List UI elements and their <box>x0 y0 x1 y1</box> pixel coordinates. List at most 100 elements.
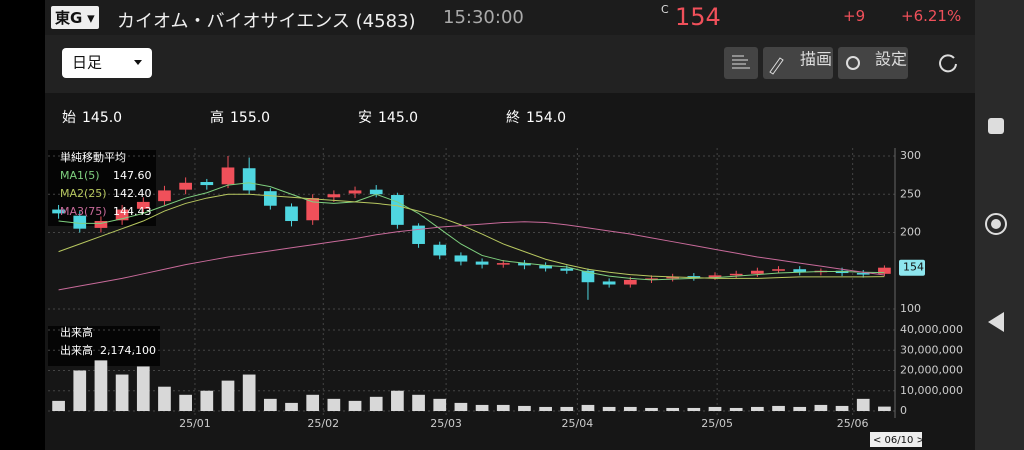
candle-body <box>878 267 891 274</box>
candle-body <box>200 182 214 186</box>
refresh-button[interactable] <box>939 54 957 73</box>
volume-bar <box>687 407 701 411</box>
date-tag-box <box>870 432 922 447</box>
volume-legend-label: 出来高 <box>60 343 93 357</box>
candle-body <box>73 215 87 229</box>
candle-body <box>454 255 468 262</box>
volume-bar <box>412 394 425 411</box>
back-button[interactable] <box>988 312 1004 332</box>
candle-body <box>560 268 574 271</box>
volume-bar <box>306 394 320 411</box>
settings-label: 設定 <box>875 50 907 69</box>
candle-body <box>263 191 277 206</box>
indicator-icon <box>732 55 750 69</box>
candle-body <box>158 190 171 202</box>
volume-bar <box>221 380 235 411</box>
draw-button[interactable] <box>763 47 833 79</box>
volume-bar <box>623 406 637 411</box>
volume-bar <box>200 390 214 411</box>
x-tick-label: 25/03 <box>430 417 462 430</box>
candle-body <box>602 281 616 285</box>
volume-bar <box>158 386 171 411</box>
volume-bar <box>369 396 383 411</box>
change: +9 <box>843 7 866 25</box>
volume-bar <box>645 407 658 411</box>
volume-bar <box>496 404 510 411</box>
volume-bar <box>560 406 574 411</box>
pencil-icon <box>769 57 784 75</box>
ohlc-label: 終 <box>506 110 520 126</box>
draw-label: 描画 <box>800 50 832 69</box>
volume-bar <box>327 398 341 411</box>
volume-bar <box>136 366 150 411</box>
home-button[interactable] <box>985 213 1007 235</box>
candle-body <box>327 194 341 198</box>
candle-body <box>475 261 489 265</box>
market-select[interactable]: 東G ▾ <box>51 6 99 29</box>
candle-body <box>179 182 192 190</box>
volume-bar <box>708 406 722 411</box>
candle-body <box>369 189 383 195</box>
volume-bar <box>878 406 891 411</box>
candle-body <box>518 263 531 266</box>
volume-tick-label: 20,000,000 <box>900 364 963 377</box>
candle-body <box>412 225 425 244</box>
volume-bar <box>814 404 828 411</box>
candle-body <box>772 269 785 271</box>
volume-bar <box>539 406 552 411</box>
change-pct: +6.21% <box>901 7 962 25</box>
candle-body <box>645 278 658 280</box>
header: 東G ▾ カイオム・バイオサイエンス (4583) 15:30:00 C 154… <box>45 0 975 35</box>
x-tick-label: 25/01 <box>179 417 211 430</box>
candle-body <box>52 209 65 214</box>
ma-legend-title: 単純移動平均 <box>60 150 126 164</box>
x-tick-label: 25/02 <box>307 417 339 430</box>
ma-line <box>58 193 885 279</box>
candle-body <box>242 168 256 191</box>
stock-name: カイオム・バイオサイエンス (4583) <box>117 11 416 32</box>
y-tick-label: 100 <box>900 302 921 315</box>
x-tick-label: 25/05 <box>701 417 733 430</box>
volume-bar <box>475 404 489 411</box>
ma-legend-name: MA2(25) <box>60 187 107 200</box>
candle-body <box>391 195 404 225</box>
ohlc-value: 145.0 <box>82 110 122 126</box>
home-dot <box>991 219 1001 229</box>
volume-bar <box>285 402 298 411</box>
recent-button[interactable] <box>988 118 1004 134</box>
ma-legend-value: 144.43 <box>113 205 152 218</box>
volume-bar <box>454 402 468 411</box>
volume-bar <box>666 407 680 411</box>
candle-body <box>433 244 447 256</box>
price-tag-box <box>899 259 925 276</box>
period-select[interactable] <box>62 48 152 78</box>
volume-bar <box>772 405 785 411</box>
volume-bar <box>751 406 764 411</box>
volume-bar <box>602 406 616 411</box>
indicator-button[interactable] <box>724 47 758 79</box>
gear-icon <box>846 56 860 70</box>
ma-legend-name: MA1(5) <box>60 169 100 182</box>
date-tag: < 06/10 > <box>873 435 925 446</box>
candle-body <box>623 279 637 285</box>
close-mark: C <box>661 3 669 16</box>
ohlc-label: 安 <box>358 110 372 126</box>
candle-body <box>136 201 150 209</box>
candle-body <box>221 167 235 185</box>
period: 日足 <box>72 54 102 72</box>
candle-body <box>687 276 701 278</box>
ohlc-value: 154.0 <box>526 110 566 126</box>
x-tick-label: 25/06 <box>837 417 869 430</box>
candle-body <box>94 221 108 228</box>
volume-bar <box>856 398 870 411</box>
volume-bar <box>73 370 87 411</box>
volume-legend-box <box>48 326 160 366</box>
candle-body <box>539 265 552 269</box>
y-tick-label: 300 <box>900 149 921 162</box>
candle-body <box>751 270 764 274</box>
candle-body <box>708 275 722 278</box>
volume-legend-value: 2,174,100 <box>100 344 156 357</box>
settings-button[interactable] <box>838 47 908 79</box>
candle-body <box>581 270 595 283</box>
